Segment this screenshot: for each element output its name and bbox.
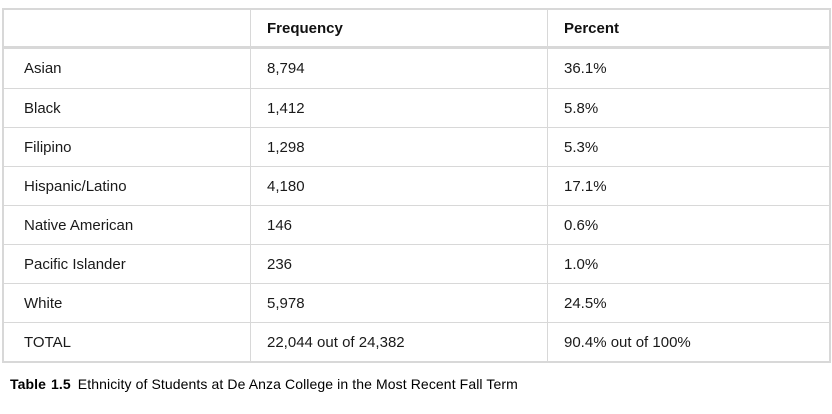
ethnicity-cell: Asian xyxy=(24,60,62,77)
header-row: Frequency Percent xyxy=(4,10,829,49)
table-row-total: TOTAL 22,044 out of 24,382 90.4% out of … xyxy=(4,322,829,361)
table-caption: Table 1.5 Ethnicity of Students at De Anza… xyxy=(10,376,832,392)
ethnicity-cell: Native American xyxy=(4,205,250,244)
frequency-cell: 236 xyxy=(250,244,547,283)
frequency-cell: 146 xyxy=(250,205,547,244)
frequency-cell: 4,180 xyxy=(250,166,547,205)
table-row: Asian 8,794 36.1% xyxy=(4,49,829,88)
percent-cell: 17.1% xyxy=(547,166,829,205)
percent-cell: 5.3% xyxy=(547,127,829,166)
ethnicity-cell: Pacific Islander xyxy=(4,244,250,283)
caption-label: Table xyxy=(10,376,47,392)
percent-cell: 5.8% xyxy=(547,88,829,127)
percent-cell: 24.5% xyxy=(547,283,829,322)
frequency-cell: 8,794 xyxy=(250,49,547,88)
ethnicity-cell: Filipino xyxy=(4,127,250,166)
caption-text: Ethnicity of Students at De Anza College… xyxy=(77,376,518,392)
frequency-cell: 1,298 xyxy=(250,127,547,166)
header-blank-cell xyxy=(4,10,250,49)
ethnicity-cell: Black xyxy=(4,88,250,127)
percent-cell: 0.6% xyxy=(547,205,829,244)
ethnicity-cell: White xyxy=(4,283,250,322)
table-row: White 5,978 24.5% xyxy=(4,283,829,322)
ethnicity-cell: Hispanic/Latino xyxy=(4,166,250,205)
table-row: Pacific Islander 236 1.0% xyxy=(4,244,829,283)
frequency-cell: 1,412 xyxy=(250,88,547,127)
ethnicity-table: Frequency Percent Asian 8,794 36.1% Blac… xyxy=(2,8,831,363)
percent-cell: 1.0% xyxy=(547,244,829,283)
frequency-cell: 5,978 xyxy=(250,283,547,322)
percent-cell: 90.4% out of 100% xyxy=(547,322,829,361)
header-frequency-cell: Frequency xyxy=(250,10,547,49)
caption-number: 1.5 xyxy=(51,376,71,392)
table-row: Native American 146 0.6% xyxy=(4,205,829,244)
table-row: Black 1,412 5.8% xyxy=(4,88,829,127)
header-percent-cell: Percent xyxy=(547,10,829,49)
ethnicity-cell: TOTAL xyxy=(4,322,250,361)
document-page: Frequency Percent Asian 8,794 36.1% Blac… xyxy=(2,8,832,392)
frequency-cell: 22,044 out of 24,382 xyxy=(250,322,547,361)
percent-cell: 36.1% xyxy=(547,49,829,88)
table-row: Hispanic/Latino 4,180 17.1% xyxy=(4,166,829,205)
table-row: Filipino 1,298 5.3% xyxy=(4,127,829,166)
